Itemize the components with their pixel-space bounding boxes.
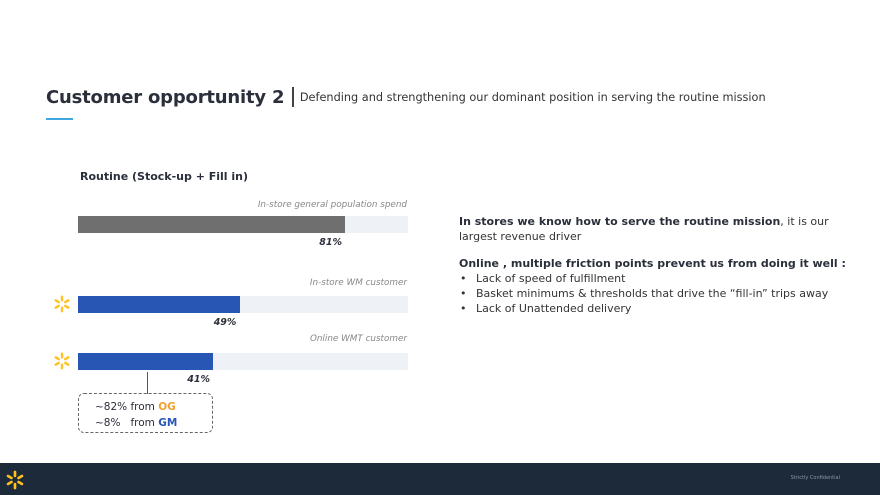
insight-panel: In stores we know how to serve the routi…	[459, 214, 864, 316]
insight-text: , it is our largest revenue driver	[459, 215, 829, 243]
bar-value-label: 41%	[187, 374, 211, 385]
spark-icon	[54, 295, 70, 313]
insight-paragraph-instore: In stores we know how to serve the routi…	[459, 214, 864, 244]
bar-category-label: In-store general population spend	[257, 200, 407, 210]
online-breakdown-callout: ~82% from OG ~8% from GM	[78, 393, 213, 433]
callout-line-og: ~82% from OG	[95, 399, 212, 415]
spark-icon	[54, 352, 70, 370]
insight-bold-text: In stores we know how to serve the routi…	[459, 215, 781, 228]
list-item: Basket minimums & thresholds that drive …	[459, 286, 864, 301]
bar-category-label: In-store WM customer	[309, 278, 407, 288]
slide-title-row: Customer opportunity 2 Defending and str…	[46, 84, 766, 110]
bar-value-label: 49%	[213, 317, 237, 328]
callout-line-gm: ~8% from GM	[95, 415, 212, 431]
callout-text: ~8% from	[95, 417, 159, 429]
list-item: Lack of Unattended delivery	[459, 301, 864, 316]
title-accent-line	[46, 118, 73, 120]
bar-fill	[78, 296, 240, 313]
list-item: Lack of speed of fulfillment	[459, 271, 864, 286]
bar-fill	[78, 216, 346, 233]
title-divider	[292, 87, 294, 107]
bar-track	[78, 216, 408, 233]
bar-fill	[78, 353, 214, 370]
callout-highlight-gm: GM	[158, 417, 178, 429]
bar-category-label: Online WMT customer	[309, 334, 407, 344]
insight-bold-text: Online , multiple friction points preven…	[459, 257, 846, 270]
chart-title: Routine (Stock-up + Fill in)	[80, 170, 249, 183]
bar-value-label: 81%	[319, 237, 343, 248]
bar-track	[78, 296, 408, 313]
slide-title: Customer opportunity 2	[46, 86, 285, 108]
callout-highlight-og: OG	[158, 401, 176, 413]
slide-subtitle: Defending and strengthening our dominant…	[299, 90, 766, 104]
spark-icon	[6, 470, 24, 490]
footer-bar: Strictly Confidential	[0, 463, 880, 495]
callout-text: ~82% from	[95, 401, 159, 413]
confidential-label: Strictly Confidential	[790, 475, 840, 481]
friction-list: Lack of speed of fulfillment Basket mini…	[459, 271, 864, 316]
callout-connector	[147, 372, 148, 394]
insight-paragraph-online: Online , multiple friction points preven…	[459, 256, 864, 316]
bar-track	[78, 353, 408, 370]
